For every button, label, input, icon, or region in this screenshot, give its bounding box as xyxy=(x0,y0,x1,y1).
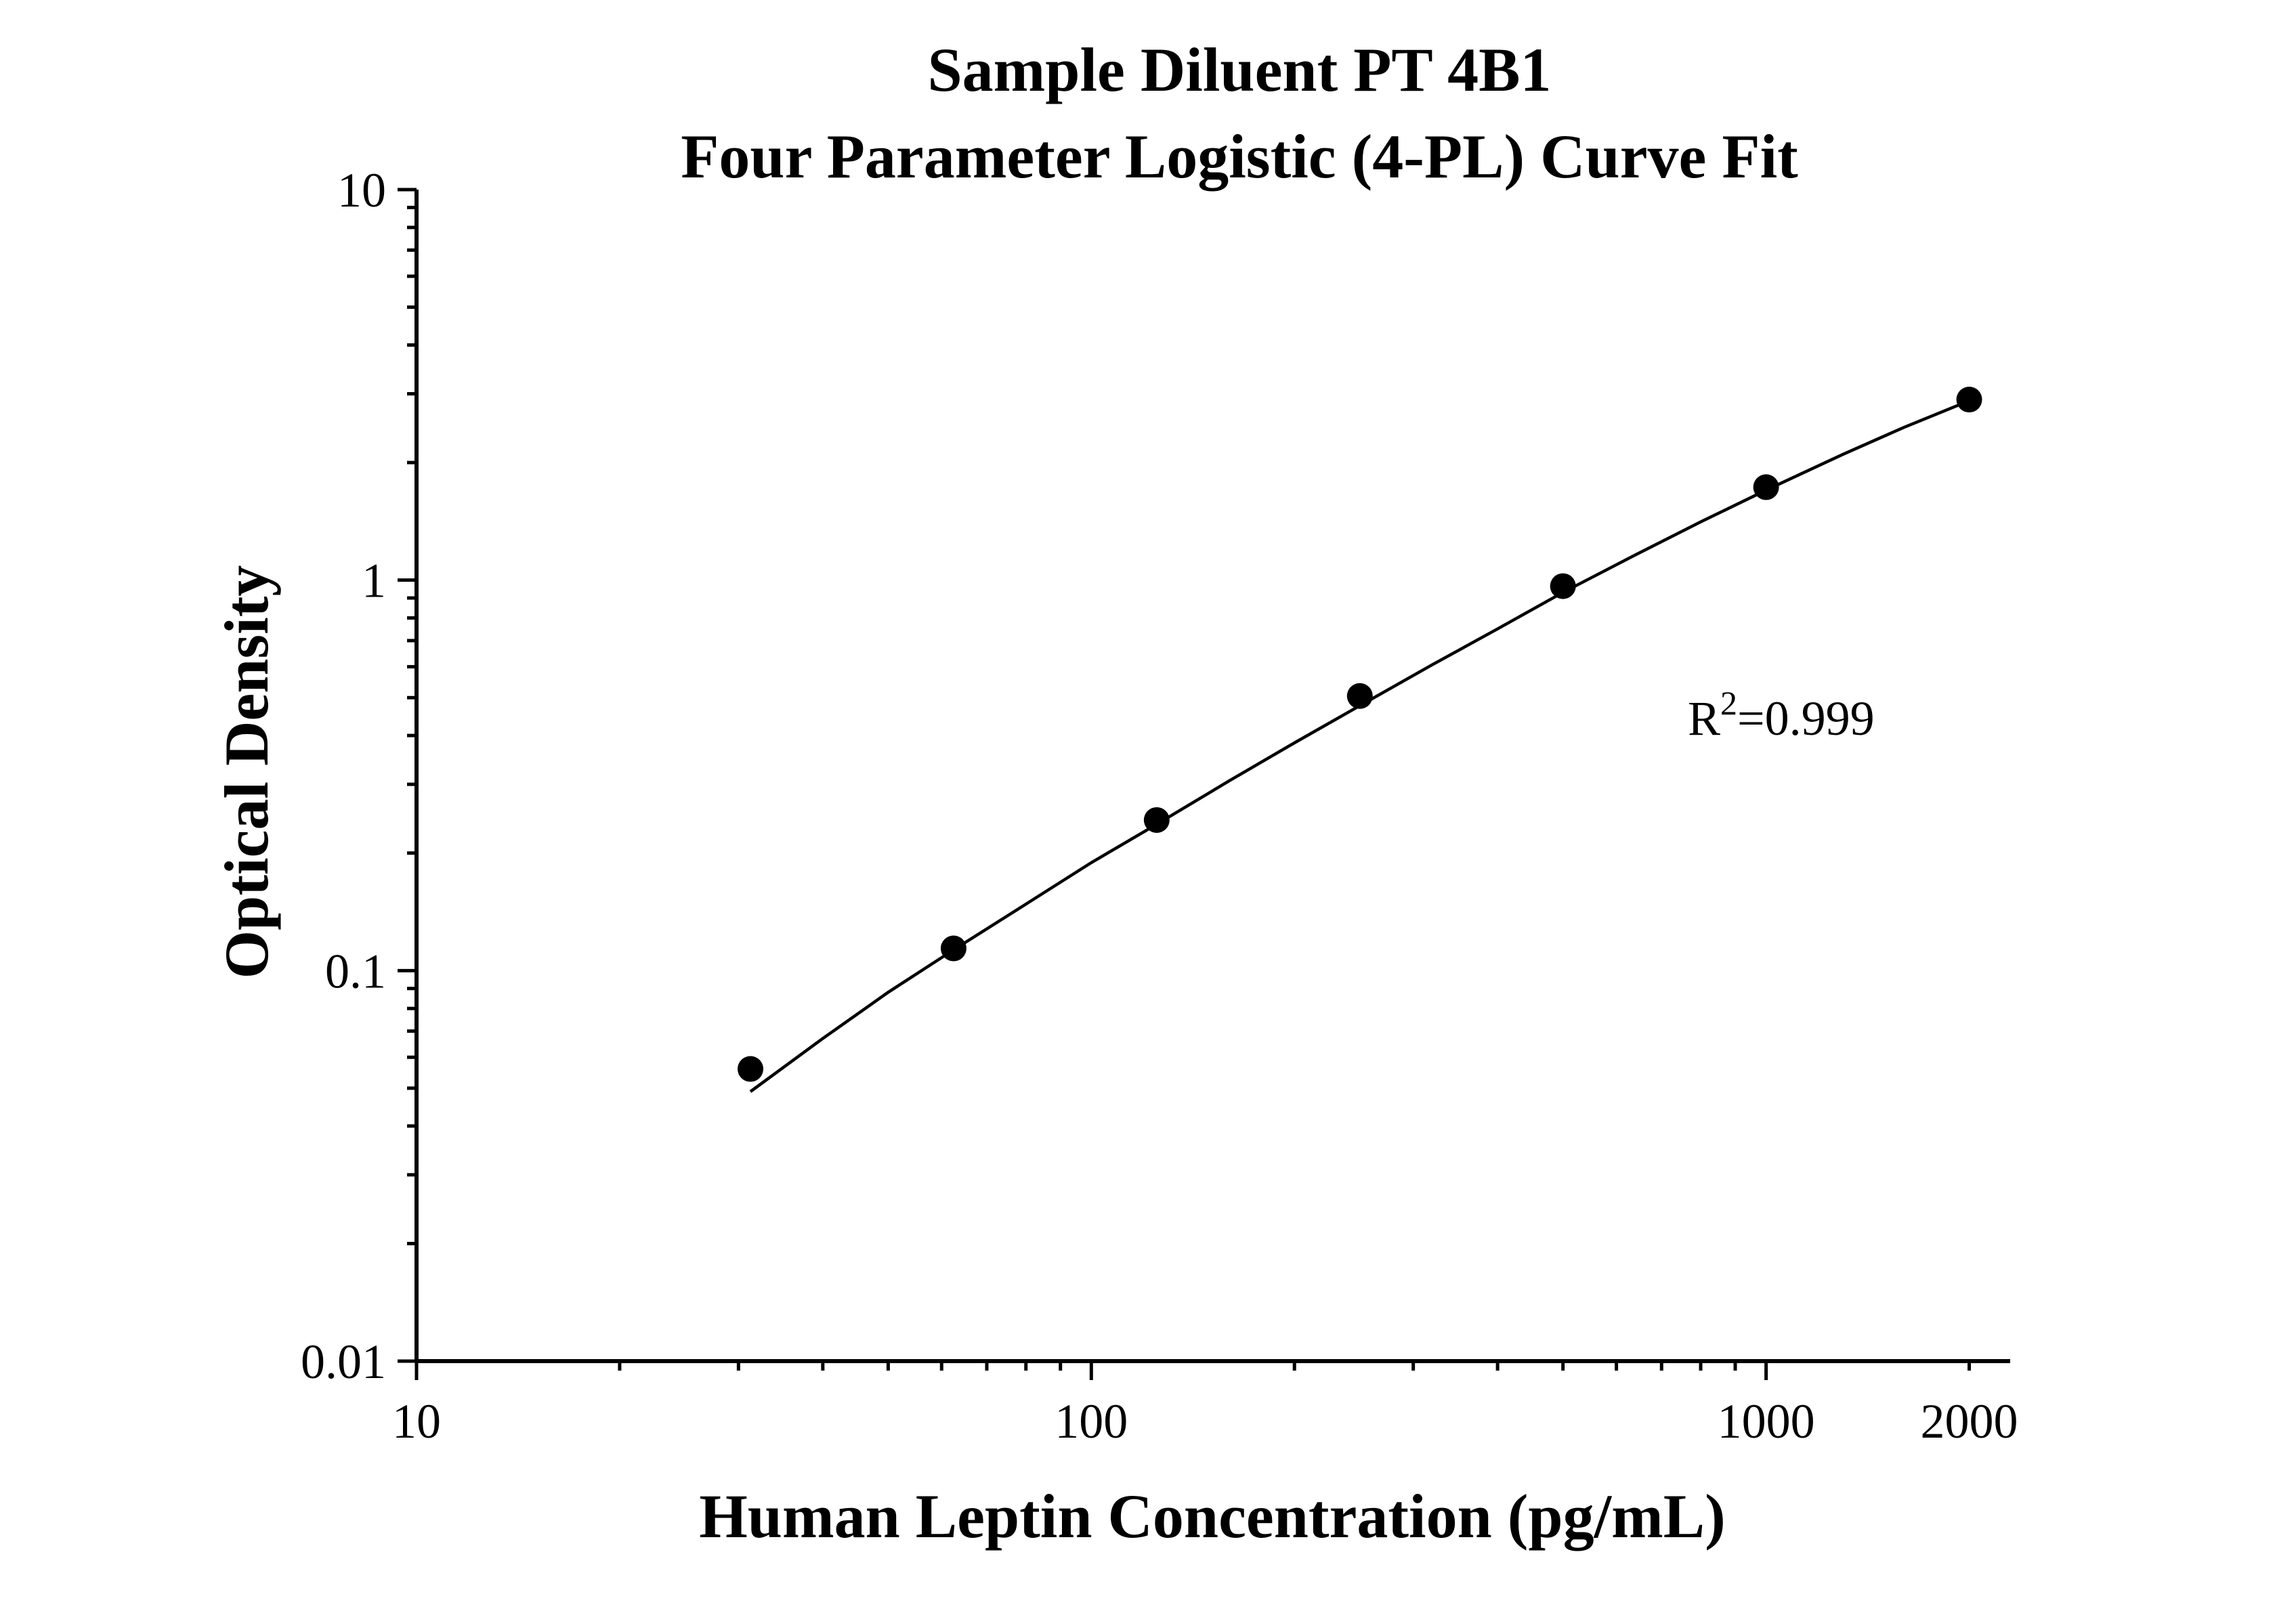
x-axis-ticks: 10 100 1000 2000 xyxy=(392,1361,2018,1448)
data-point xyxy=(1753,474,1779,500)
r-squared-annotation: R2=0.999 xyxy=(1688,684,1875,746)
r-squared-r: R xyxy=(1688,691,1720,746)
y-tick-label: 1 xyxy=(362,554,386,608)
data-points xyxy=(738,387,1982,1082)
fit-curve xyxy=(749,399,1970,1093)
y-tick-label: 0.01 xyxy=(301,1335,386,1389)
x-axis-label: Human Leptin Concentration (pg/mL) xyxy=(699,1482,1726,1551)
data-point xyxy=(940,935,966,962)
r-squared-superscript: 2 xyxy=(1720,684,1737,722)
x-tick-label: 10 xyxy=(392,1394,441,1448)
y-tick-label: 0.1 xyxy=(325,944,386,998)
data-point xyxy=(1550,573,1576,599)
y-tick-label: 10 xyxy=(337,163,386,217)
y-axis-label: Optical Density xyxy=(212,565,281,979)
data-point xyxy=(1143,807,1170,833)
chart-subtitle: Four Parameter Logistic (4-PL) Curve Fit xyxy=(681,122,1798,191)
data-point xyxy=(1956,387,1982,413)
data-point xyxy=(1346,683,1373,709)
x-tick-label: 1000 xyxy=(1718,1394,1815,1448)
r-squared-value: =0.999 xyxy=(1737,691,1875,746)
y-axis-ticks: 0.01 0.1 1 10 xyxy=(301,163,417,1389)
x-tick-label: 100 xyxy=(1055,1394,1128,1448)
x-tick-label: 2000 xyxy=(1921,1394,2018,1448)
chart-title: Sample Diluent PT 4B1 xyxy=(928,35,1552,104)
data-point xyxy=(738,1056,764,1082)
